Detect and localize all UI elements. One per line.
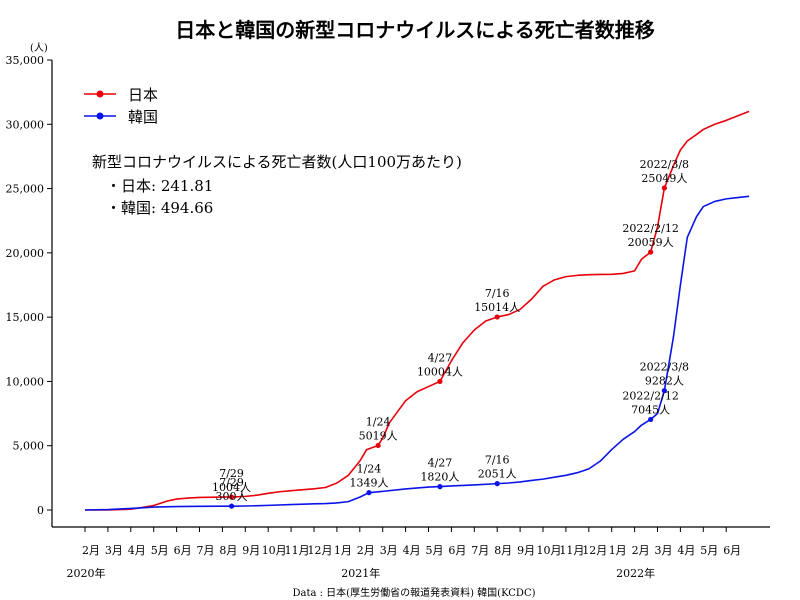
annotation-date: 4/27 [428, 457, 453, 470]
x-tick-label: 2月 [82, 544, 100, 557]
y-tick-label: 35,000 [6, 54, 45, 67]
data-point [648, 416, 654, 423]
data-point [437, 378, 443, 384]
annotation-date: 1/24 [366, 415, 391, 428]
per-capita-note: 新型コロナウイルスによる死亡者数(人口100万あたり) ・日本: 241.81 … [92, 153, 462, 217]
x-tick-label: 6月 [448, 544, 466, 557]
y-tick-label: 25,000 [6, 183, 45, 196]
x-tick-label: 6月 [174, 544, 192, 557]
y-tick-label: 10,000 [6, 375, 45, 388]
x-tick-label: 3月 [380, 544, 398, 557]
x-tick-label: 3月 [105, 544, 123, 557]
x-tick-label: 11月 [285, 544, 310, 557]
note-japan: ・日本: 241.81 [106, 177, 213, 195]
data-source: Data : 日本(厚生労働省の報道発表資料) 韓国(KCDC) [293, 586, 536, 599]
annotation-count: 1349人 [349, 477, 388, 490]
data-point [661, 388, 667, 394]
year-label: 2022年 [616, 566, 655, 580]
data-point [228, 494, 235, 500]
y-tick-label: 30,000 [6, 118, 45, 131]
legend-item-japan: 日本 [84, 86, 158, 104]
x-tick-label: 6月 [723, 544, 741, 557]
annotation-date: 7/16 [485, 454, 510, 467]
x-tick-label: 1月 [609, 544, 627, 557]
annotation-date: 2022/2/12 [622, 222, 678, 235]
x-tick-label: 10月 [537, 544, 562, 557]
x-tick-label: 2月 [632, 544, 650, 557]
x-tick-label: 5月 [700, 544, 718, 557]
x-tick-label: 12月 [308, 544, 333, 557]
x-tick-label: 12月 [582, 544, 607, 557]
annotation-count: 10004人 [417, 365, 463, 378]
annotation-count: 5019人 [359, 429, 398, 442]
annotation-date: 2022/3/8 [640, 361, 689, 374]
legend-label-japan: 日本 [128, 86, 158, 104]
annotation-date: 7/29 [219, 467, 244, 480]
annotation-count: 7045人 [631, 403, 670, 416]
x-tick-label: 7月 [197, 544, 215, 557]
annotation-date: 4/27 [428, 351, 453, 364]
annotation-count: 1820人 [420, 471, 459, 484]
x-tick-label: 4月 [403, 544, 421, 557]
data-point [228, 503, 235, 509]
legend-marker-japan [96, 90, 104, 98]
annotation-count: 15014人 [474, 301, 520, 314]
legend-label-korea: 韓国 [128, 108, 158, 126]
x-tick-label: 7月 [471, 544, 489, 557]
x-tick-label: 8月 [494, 544, 512, 557]
annotation-date: 7/29 [219, 476, 244, 489]
y-axis-unit: (人) [30, 42, 48, 54]
x-tick-label: 4月 [128, 544, 146, 557]
data-point [366, 490, 372, 496]
legend-item-korea: 韓国 [84, 108, 158, 126]
annotation-count: 300人 [216, 490, 248, 503]
annotations: 7/291004人1/245019人4/2710004人7/1615014人20… [212, 158, 689, 509]
y-tick-label: 15,000 [6, 311, 45, 324]
annotation-count: 25049人 [641, 172, 687, 185]
y-tick-label: 0 [37, 504, 44, 517]
axes [51, 60, 770, 528]
annotation-date: 1/24 [357, 463, 382, 476]
annotation-date: 2022/3/8 [640, 158, 689, 171]
x-tick-label: 11月 [559, 544, 584, 557]
data-point [648, 249, 654, 255]
x-tick-label: 4月 [677, 544, 695, 557]
annotation-count: 2051人 [478, 468, 517, 481]
chart-title: 日本と韓国の新型コロナウイルスによる死亡者数推移 [175, 18, 654, 42]
x-tick-label: 5月 [426, 544, 444, 557]
data-point [494, 481, 500, 487]
x-tick-label: 8月 [219, 544, 237, 557]
data-point [437, 484, 443, 490]
year-labels: 2020年 2021年 2022年 [67, 566, 656, 580]
x-tick-label: 10月 [262, 544, 287, 557]
y-tick-label: 5,000 [13, 440, 45, 453]
x-tick-label: 2月 [357, 544, 375, 557]
data-point [661, 185, 667, 191]
x-tick-label: 9月 [517, 544, 535, 557]
y-tick-label: 20,000 [6, 247, 45, 260]
year-label: 2021年 [341, 566, 380, 580]
data-point [494, 314, 500, 320]
annotation-count: 9282人 [645, 375, 684, 388]
annotation-date: 2022/2/12 [622, 389, 678, 402]
legend: 日本 韓国 [84, 86, 158, 126]
x-tick-label: 3月 [655, 544, 673, 557]
y-axis-ticks: 0 5,000 10,000 15,000 20,000 25,000 30,000 35,0… [6, 54, 52, 517]
note-heading: 新型コロナウイルスによる死亡者数(人口100万あたり) [92, 153, 462, 171]
annotation-count: 20059人 [628, 236, 674, 249]
year-label: 2020年 [67, 566, 106, 580]
x-tick-label: 1月 [334, 544, 352, 557]
note-korea: ・韓国: 494.66 [106, 199, 213, 217]
series-line [84, 110, 750, 511]
x-tick-label: 5月 [151, 544, 169, 557]
data-point [375, 442, 381, 449]
x-tick-label: 9月 [242, 544, 260, 557]
annotation-count: 1004人 [212, 481, 251, 494]
annotation-date: 7/16 [485, 287, 510, 300]
legend-marker-korea [96, 112, 104, 120]
